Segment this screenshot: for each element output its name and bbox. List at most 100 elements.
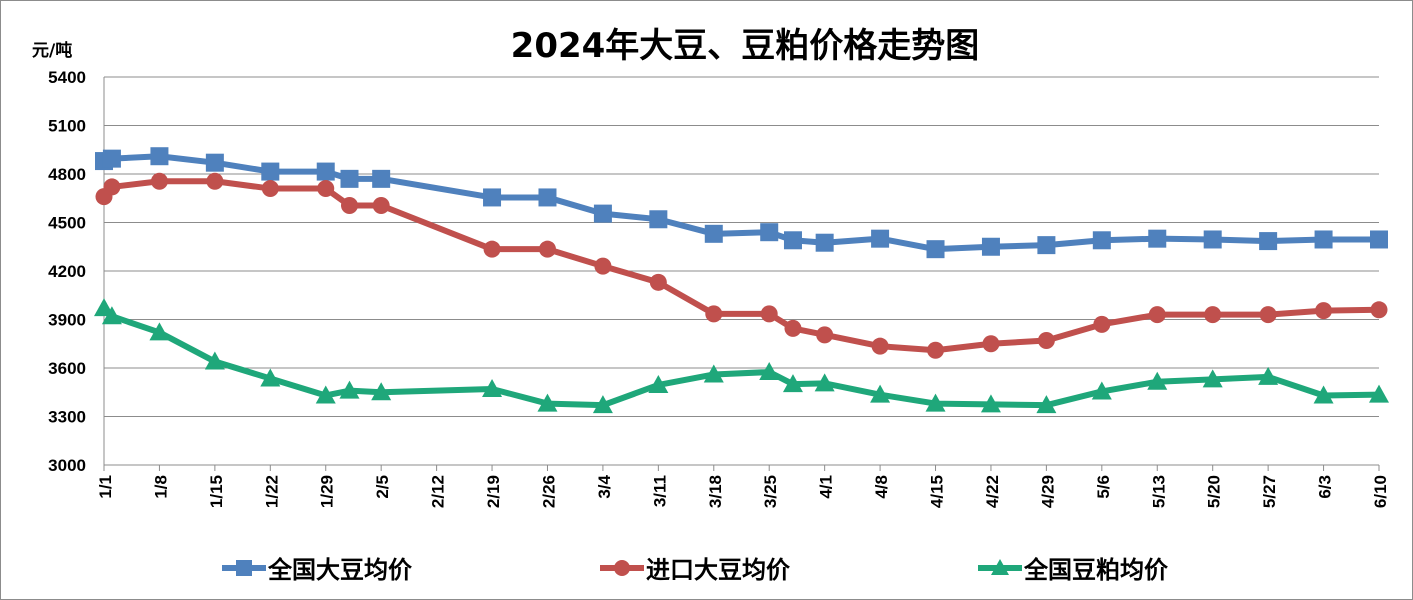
data-point-circle — [705, 305, 723, 323]
data-point-circle — [340, 197, 358, 215]
data-point-circle — [816, 326, 834, 344]
data-point-square — [1370, 230, 1388, 249]
data-point-triangle — [782, 374, 803, 393]
data-point-square — [1314, 230, 1333, 249]
x-tick-label: 3/11 — [650, 475, 669, 507]
x-tick-label: 2/12 — [429, 475, 448, 508]
data-point-square — [102, 149, 121, 168]
data-point-triangle — [1202, 369, 1223, 388]
data-point-square — [1037, 236, 1056, 255]
legend-label: 全国豆粕均价 — [1024, 556, 1168, 584]
data-point-circle — [594, 257, 612, 275]
y-tick-label: 3600 — [48, 359, 86, 378]
data-point-circle — [649, 273, 667, 291]
data-point-triangle — [814, 373, 835, 392]
data-point-triangle — [870, 384, 891, 403]
data-point-square — [1148, 229, 1167, 248]
x-tick-label: 1/29 — [318, 475, 337, 508]
x-tick-label: 2/19 — [484, 475, 503, 508]
data-point-circle — [150, 172, 168, 190]
legend-swatch-square — [222, 559, 266, 576]
data-point-square — [538, 188, 557, 207]
data-point-circle — [1315, 302, 1333, 320]
data-point-triangle — [537, 393, 558, 412]
data-point-circle — [1148, 306, 1166, 324]
x-tick-label: 1/22 — [262, 475, 281, 508]
legend-item-soybean-national: 全国大豆均价 — [220, 550, 412, 585]
data-point-triangle — [1369, 384, 1389, 403]
data-point-circle — [1093, 315, 1111, 333]
data-point-square — [649, 210, 668, 229]
data-point-square — [483, 188, 502, 207]
data-point-circle — [927, 341, 945, 359]
y-tick-label: 4800 — [48, 165, 86, 184]
data-point-circle — [760, 305, 778, 323]
x-tick-label: 2/26 — [539, 475, 558, 508]
legend-label: 全国大豆均价 — [268, 556, 412, 584]
data-point-circle — [1204, 306, 1222, 324]
data-point-square — [593, 204, 612, 223]
x-tick-label: 5/27 — [1260, 475, 1279, 508]
data-point-triangle — [1091, 381, 1112, 400]
chart-title: 2024年大豆、豆粕价格走势图 — [510, 26, 980, 66]
data-point-triangle — [1147, 371, 1168, 390]
y-tick-label: 4500 — [48, 214, 86, 233]
data-point-square — [815, 233, 834, 252]
series-line-1 — [101, 153, 1382, 253]
data-point-square — [316, 162, 335, 181]
y-tick-label: 5400 — [48, 68, 86, 87]
series-line-2 — [101, 178, 1382, 354]
x-tick-label: 4/15 — [928, 475, 947, 508]
data-point-circle — [871, 337, 889, 355]
x-tick-label: 1/8 — [151, 475, 170, 499]
legend-label: 进口大豆均价 — [646, 556, 790, 584]
data-point-triangle — [703, 364, 724, 383]
x-tick-label: 6/3 — [1316, 475, 1335, 499]
data-point-square — [1259, 232, 1278, 251]
data-point-circle — [317, 180, 335, 198]
legend-swatch-triangle — [978, 558, 1022, 575]
x-tick-label: 5/20 — [1205, 475, 1224, 508]
x-tick-label: 6/10 — [1371, 475, 1390, 508]
series-line-3 — [101, 305, 1382, 409]
x-tick-label: 3/18 — [706, 475, 725, 508]
data-point-circle — [103, 178, 121, 196]
data-point-square — [871, 229, 890, 248]
data-point-triangle — [101, 306, 122, 325]
x-tick-label: 3/4 — [595, 474, 614, 498]
y-tick-label: 3000 — [48, 456, 86, 475]
data-point-circle — [483, 240, 501, 258]
legend-item-soybean-imported: 进口大豆均价 — [598, 550, 790, 585]
data-point-triangle — [1036, 395, 1057, 414]
legend-item-soymeal-national: 全国豆粕均价 — [976, 550, 1168, 585]
y-tick-label: 3300 — [48, 408, 86, 427]
data-point-triangle — [592, 395, 613, 414]
data-point-circle — [372, 197, 390, 215]
data-point-triangle — [759, 362, 780, 381]
data-point-triangle — [648, 374, 669, 393]
legend-swatch-circle — [600, 559, 644, 576]
x-tick-label: 4/29 — [1038, 475, 1057, 508]
data-point-triangle — [371, 382, 392, 401]
data-point-square — [704, 224, 723, 243]
x-tick-label: 4/1 — [817, 475, 836, 499]
y-axis-unit-label: 元/吨 — [32, 41, 73, 61]
x-tick-label: 5/6 — [1094, 475, 1113, 499]
x-tick-label: 1/1 — [96, 475, 115, 499]
x-tick-label: 4/22 — [983, 475, 1002, 508]
data-point-circle — [261, 180, 279, 198]
x-tick-label: 1/15 — [207, 475, 226, 508]
data-point-triangle — [1258, 366, 1279, 385]
data-point-triangle — [339, 380, 360, 399]
data-point-square — [981, 237, 1000, 256]
y-tick-label: 4200 — [48, 262, 86, 281]
data-point-square — [372, 169, 391, 188]
data-point-circle — [784, 319, 802, 337]
data-point-square — [340, 169, 359, 188]
data-point-triangle — [482, 379, 503, 398]
data-point-square — [1203, 230, 1222, 249]
data-point-circle — [206, 172, 224, 190]
data-point-square — [1092, 231, 1111, 250]
